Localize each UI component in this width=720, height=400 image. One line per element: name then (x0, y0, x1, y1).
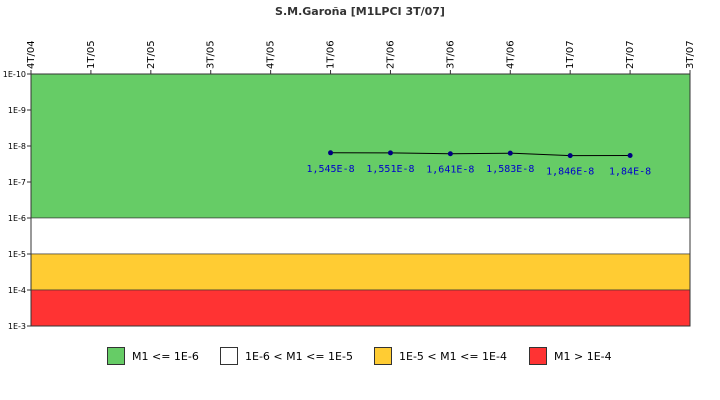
x-tick-label: 3T/07 (685, 40, 696, 69)
legend-label: M1 > 1E-4 (554, 349, 612, 363)
data-label: 1,641E-8 (426, 165, 474, 176)
band-1 (30, 217, 691, 255)
y-tick-label: 1E-5 (8, 250, 26, 259)
y-tick-label: 1E-10 (3, 70, 26, 79)
legend-swatch (220, 347, 238, 365)
y-tick-label: 1E-7 (8, 178, 26, 187)
y-tick-label: 1E-8 (8, 142, 26, 151)
y-tick-label: 1E-3 (8, 322, 26, 331)
x-tick-label: 3T/06 (445, 40, 456, 69)
legend: M1 <= 1E-6 1E-6 < M1 <= 1E-5 1E-5 < M1 <= … (0, 345, 720, 367)
x-tick-label: 1T/07 (565, 40, 576, 69)
data-point (447, 151, 453, 157)
data-label: 1,84E-8 (609, 167, 651, 178)
legend-swatch (374, 347, 392, 365)
band-0 (30, 73, 691, 219)
data-series: 1,545E-8 1,551E-8 1,641E-8 1,583E-8 1,846E-8… (306, 150, 651, 178)
data-label: 1,583E-8 (486, 164, 534, 175)
plot-frame (30, 73, 691, 327)
band-2 (30, 253, 691, 291)
x-tick-label: 1T/05 (86, 40, 97, 69)
legend-swatch (107, 347, 125, 365)
data-point (387, 150, 393, 156)
x-tick-label: 4T/04 (26, 40, 37, 69)
x-tick-label: 2T/06 (385, 40, 396, 69)
data-label: 1,846E-8 (546, 167, 594, 178)
y-tick-label: 1E-9 (8, 106, 26, 115)
y-axis: 1E-10 1E-9 1E-8 1E-7 1E-6 1E-5 1E-4 1E-3 (3, 70, 31, 331)
x-tick-label: 2T/05 (146, 40, 157, 69)
x-tick-label: 4T/05 (266, 40, 277, 69)
x-tick-label: 4T/06 (505, 40, 516, 69)
x-tick-label: 2T/07 (625, 40, 636, 69)
legend-swatch (529, 347, 547, 365)
y-tick-label: 1E-6 (8, 214, 26, 223)
legend-label: 1E-5 < M1 <= 1E-4 (399, 349, 507, 363)
data-label: 1,545E-8 (306, 164, 354, 175)
data-point (328, 150, 334, 156)
data-point (567, 153, 573, 159)
x-tick-label: 3T/05 (206, 40, 217, 69)
y-tick-label: 1E-4 (8, 286, 26, 295)
data-point (507, 150, 513, 156)
data-label: 1,551E-8 (366, 164, 414, 175)
data-point (627, 153, 633, 159)
legend-label: M1 <= 1E-6 (132, 349, 199, 363)
legend-item: 1E-5 < M1 <= 1E-4 (374, 345, 507, 367)
chart-title: S.M.Garoña [M1LPCI 3T/07] (275, 5, 445, 18)
band-3 (30, 289, 691, 327)
x-axis: 4T/04 1T/05 2T/05 3T/05 4T/05 1T/06 2T/06 3T/06… (26, 40, 696, 74)
x-tick-label: 1T/06 (326, 40, 337, 69)
legend-item: M1 <= 1E-6 (107, 345, 199, 367)
legend-label: 1E-6 < M1 <= 1E-5 (245, 349, 353, 363)
threshold-bands (30, 73, 691, 327)
chart-svg: S.M.Garoña [M1LPCI 3T/07] 1E-101E-91E-81… (3, 5, 696, 331)
legend-item: M1 > 1E-4 (529, 345, 612, 367)
series-line (330, 152, 631, 157)
legend-item: 1E-6 < M1 <= 1E-5 (220, 345, 353, 367)
